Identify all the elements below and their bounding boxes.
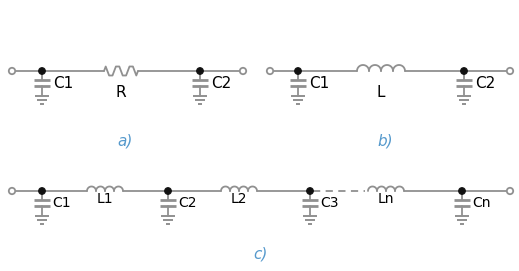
Text: c): c) <box>253 247 267 262</box>
Text: C2: C2 <box>211 76 231 91</box>
Circle shape <box>197 68 203 74</box>
Circle shape <box>461 68 467 74</box>
Circle shape <box>459 188 465 194</box>
Circle shape <box>39 68 45 74</box>
Circle shape <box>9 188 15 194</box>
Text: C2: C2 <box>178 196 197 210</box>
Text: L1: L1 <box>97 192 113 206</box>
Circle shape <box>39 188 45 194</box>
Circle shape <box>9 68 15 74</box>
Text: C2: C2 <box>475 76 495 91</box>
Circle shape <box>267 68 273 74</box>
Circle shape <box>507 188 513 194</box>
Text: C3: C3 <box>320 196 338 210</box>
Text: a): a) <box>117 134 133 149</box>
Circle shape <box>165 188 171 194</box>
Circle shape <box>507 68 513 74</box>
Text: L2: L2 <box>231 192 247 206</box>
Text: L: L <box>377 85 385 100</box>
Circle shape <box>307 188 313 194</box>
Text: C1: C1 <box>309 76 329 91</box>
Text: R: R <box>116 85 126 100</box>
Text: C1: C1 <box>53 76 73 91</box>
Text: b): b) <box>377 134 393 149</box>
Circle shape <box>240 68 246 74</box>
Text: Ln: Ln <box>378 192 394 206</box>
Text: Cn: Cn <box>472 196 490 210</box>
Text: C1: C1 <box>52 196 71 210</box>
Circle shape <box>295 68 301 74</box>
